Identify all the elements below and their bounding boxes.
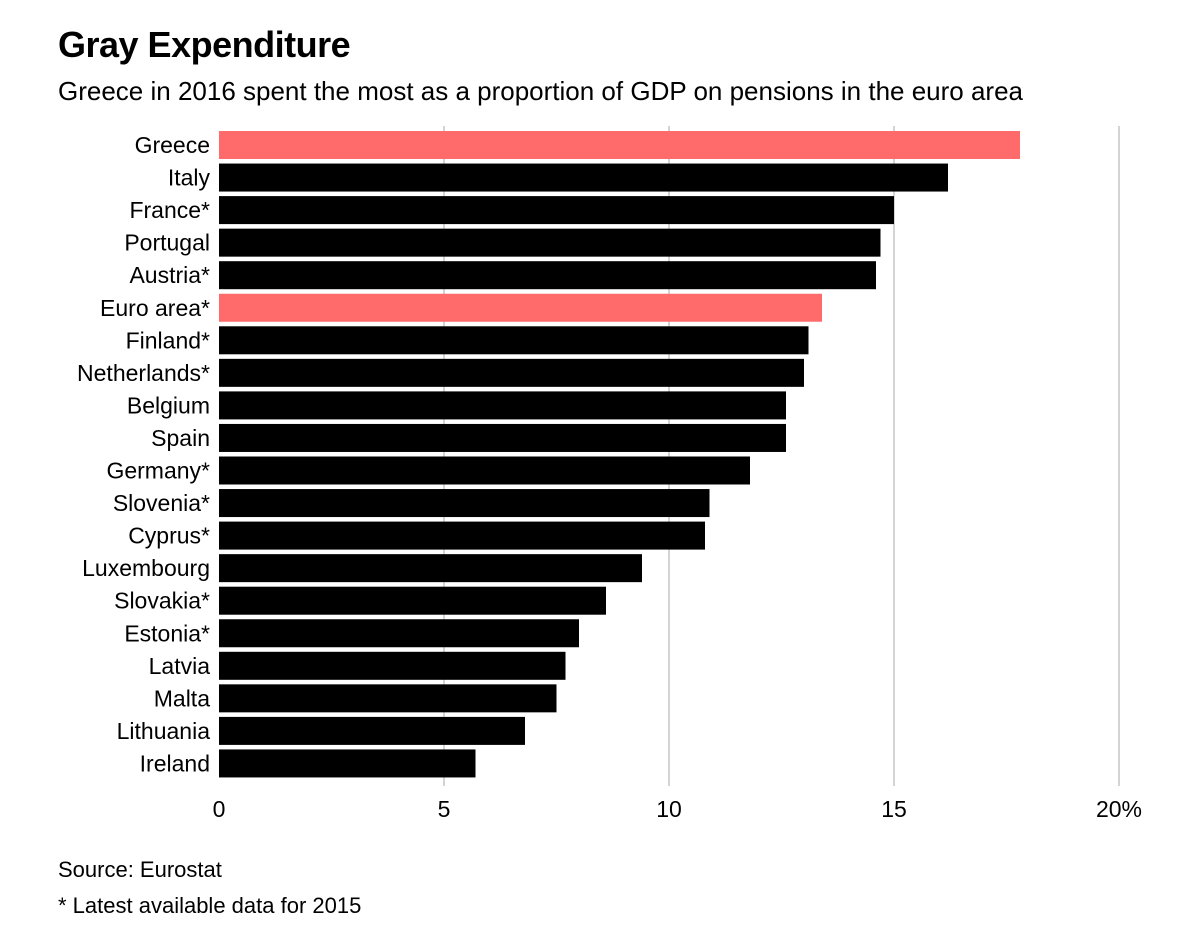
bar [219, 261, 876, 290]
x-tick-label: 10 [656, 796, 682, 822]
bar [219, 716, 525, 745]
chart-title: Gray Expenditure [58, 24, 351, 65]
x-tick-label: 20% [1096, 796, 1142, 822]
category-label: Lithuania [117, 718, 211, 744]
bar [219, 619, 579, 648]
category-label: Malta [154, 685, 210, 711]
category-label: Italy [168, 165, 211, 191]
footnotes: Source: Eurostat * Latest available data… [58, 852, 361, 924]
category-label: Latvia [149, 653, 211, 679]
bar [219, 489, 710, 518]
bar [219, 391, 786, 420]
bar [219, 163, 948, 192]
bar [219, 521, 705, 550]
category-label: Belgium [127, 392, 210, 418]
bar-chart: Greece Italy France* Portugal Austria* Euro a… [77, 126, 1142, 822]
category-label: Cyprus* [128, 523, 210, 549]
bar [219, 554, 642, 583]
category-label: France* [129, 197, 210, 223]
bar [219, 228, 881, 257]
category-label: Slovenia* [113, 490, 210, 516]
bar [219, 586, 606, 615]
category-label: Ireland [140, 750, 210, 776]
bar [219, 684, 557, 713]
category-label: Euro area* [100, 295, 210, 321]
category-label: Slovakia* [114, 588, 210, 614]
category-label: Spain [151, 425, 210, 451]
bar [219, 749, 476, 778]
category-labels: Greece Italy France* Portugal Austria* Euro a… [77, 132, 210, 776]
category-label: Austria* [129, 262, 210, 288]
bar [219, 131, 1020, 159]
bar [219, 456, 750, 485]
bars [219, 131, 1020, 778]
x-tick-label: 0 [213, 796, 226, 822]
bar [219, 423, 786, 452]
source-note: Source: Eurostat [58, 857, 222, 882]
x-tick-label: 15 [881, 796, 907, 822]
x-tick-label: 5 [438, 796, 451, 822]
category-label: Finland* [126, 327, 210, 353]
category-label: Portugal [124, 230, 210, 256]
category-label: Greece [135, 132, 210, 158]
category-label: Netherlands* [77, 360, 210, 386]
chart-subtitle: Greece in 2016 spent the most as a propo… [58, 76, 1024, 106]
bar [219, 293, 822, 322]
x-axis-ticks: 0 5 10 15 20% [213, 796, 1142, 822]
bar [219, 196, 894, 225]
bar [219, 651, 566, 680]
data-footnote: * Latest available data for 2015 [58, 893, 362, 918]
category-label: Estonia* [124, 620, 210, 646]
category-label: Germany* [106, 458, 210, 484]
bar [219, 358, 804, 387]
bar [219, 326, 809, 355]
category-label: Luxembourg [82, 555, 210, 581]
